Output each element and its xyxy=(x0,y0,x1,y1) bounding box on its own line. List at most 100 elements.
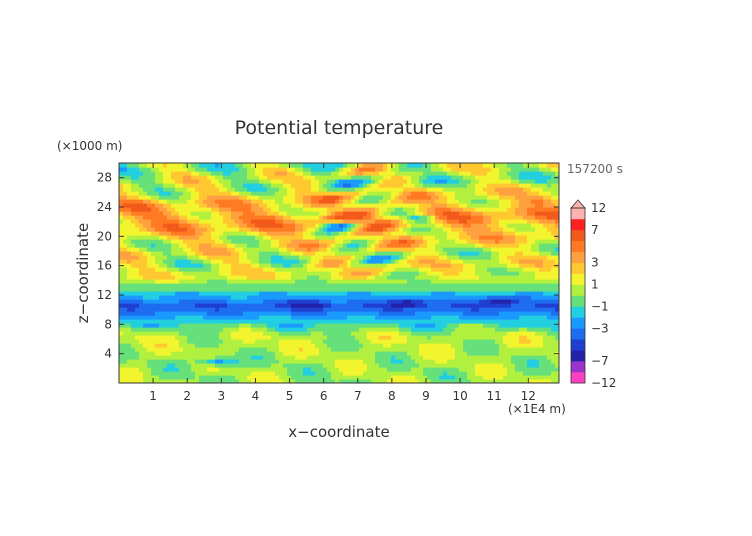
heatmap-cell xyxy=(391,311,396,316)
heatmap-cell xyxy=(535,287,540,292)
heatmap-cell xyxy=(431,283,436,288)
heatmap-cell xyxy=(123,219,128,224)
heatmap-cell xyxy=(343,255,348,260)
heatmap-cell xyxy=(239,343,244,348)
heatmap-cell xyxy=(467,235,472,240)
heatmap-cell xyxy=(411,255,416,260)
heatmap-cell xyxy=(443,255,448,260)
heatmap-cell xyxy=(343,359,348,364)
heatmap-cell xyxy=(395,231,400,236)
heatmap-cell xyxy=(351,211,356,216)
heatmap-cell xyxy=(523,371,528,376)
heatmap-cell xyxy=(195,207,200,212)
heatmap-cell xyxy=(243,287,248,292)
heatmap-cell xyxy=(283,359,288,364)
heatmap-cell xyxy=(507,335,512,340)
heatmap-cell xyxy=(275,291,280,296)
heatmap-cell xyxy=(383,319,388,324)
heatmap-cell xyxy=(543,235,548,240)
heatmap-cell xyxy=(231,239,236,244)
heatmap-cell xyxy=(295,331,300,336)
heatmap-cell xyxy=(279,223,284,228)
heatmap-cell xyxy=(235,359,240,364)
heatmap-cell xyxy=(247,355,252,360)
heatmap-cell xyxy=(487,223,492,228)
heatmap-cell xyxy=(279,363,284,368)
heatmap-cell xyxy=(491,367,496,372)
heatmap-cell xyxy=(431,263,436,268)
heatmap-cell xyxy=(539,231,544,236)
heatmap-cell xyxy=(307,259,312,264)
heatmap-cell xyxy=(351,331,356,336)
heatmap-cell xyxy=(287,371,292,376)
heatmap-cell xyxy=(471,375,476,380)
heatmap-cell xyxy=(459,303,464,308)
heatmap-cell xyxy=(147,199,152,204)
heatmap-cell xyxy=(319,291,324,296)
heatmap-cell xyxy=(543,303,548,308)
heatmap-cell xyxy=(335,267,340,272)
heatmap-cell xyxy=(527,331,532,336)
heatmap-cell xyxy=(187,303,192,308)
heatmap-cell xyxy=(127,263,132,268)
heatmap-cell xyxy=(231,339,236,344)
heatmap-cell xyxy=(435,275,440,280)
heatmap-cell xyxy=(539,239,544,244)
heatmap-cell xyxy=(419,235,424,240)
heatmap-cell xyxy=(419,243,424,248)
heatmap-cell xyxy=(355,331,360,336)
heatmap-cell xyxy=(491,363,496,368)
heatmap-cell xyxy=(211,291,216,296)
heatmap-cell xyxy=(467,347,472,352)
heatmap-cell xyxy=(363,303,368,308)
heatmap-cell xyxy=(339,283,344,288)
heatmap-cell xyxy=(431,267,436,272)
heatmap-cell xyxy=(331,335,336,340)
heatmap-cell xyxy=(283,355,288,360)
heatmap-cell xyxy=(287,295,292,300)
heatmap-cell xyxy=(119,275,124,280)
heatmap-cell xyxy=(135,359,140,364)
heatmap-cell xyxy=(355,287,360,292)
heatmap-cell xyxy=(555,239,559,244)
heatmap-cell xyxy=(551,255,556,260)
heatmap-cell xyxy=(347,335,352,340)
heatmap-cell xyxy=(343,243,348,248)
heatmap-cell xyxy=(483,275,488,280)
heatmap-cell xyxy=(379,223,384,228)
heatmap-cell xyxy=(187,335,192,340)
heatmap-cell xyxy=(519,287,524,292)
heatmap-cell xyxy=(507,211,512,216)
heatmap-cell xyxy=(519,343,524,348)
heatmap-cell xyxy=(323,291,328,296)
heatmap-cell xyxy=(179,375,184,380)
heatmap-cell xyxy=(303,379,308,383)
heatmap-cell xyxy=(147,323,152,328)
heatmap-cell xyxy=(375,255,380,260)
heatmap-cell xyxy=(451,223,456,228)
heatmap-cell xyxy=(291,379,296,383)
heatmap-cell xyxy=(147,343,152,348)
heatmap-cell xyxy=(479,379,484,383)
heatmap-cell xyxy=(283,239,288,244)
heatmap-cell xyxy=(319,307,324,312)
heatmap-cell xyxy=(335,347,340,352)
heatmap-cell xyxy=(523,227,528,232)
heatmap-cell xyxy=(487,303,492,308)
heatmap-cell xyxy=(535,343,540,348)
heatmap-cell xyxy=(463,291,468,296)
heatmap-cell xyxy=(411,375,416,380)
heatmap-cell xyxy=(219,215,224,220)
heatmap-cell xyxy=(135,331,140,336)
heatmap-cell xyxy=(295,279,300,284)
heatmap-cell xyxy=(235,267,240,272)
heatmap-cell xyxy=(299,283,304,288)
heatmap-cell xyxy=(487,207,492,212)
heatmap-cell xyxy=(295,231,300,236)
heatmap-cell xyxy=(407,323,412,328)
heatmap-cell xyxy=(299,363,304,368)
heatmap-cell xyxy=(371,351,376,356)
heatmap-cell xyxy=(359,259,364,264)
heatmap-cell xyxy=(247,231,252,236)
heatmap-cell xyxy=(387,351,392,356)
